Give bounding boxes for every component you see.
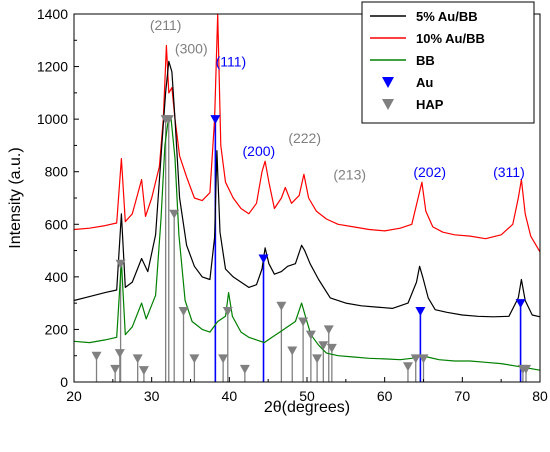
hap-marker-15 xyxy=(287,346,298,356)
legend-label: Au xyxy=(416,75,433,90)
y-tick-label: 400 xyxy=(45,269,69,285)
hap-marker-13 xyxy=(239,364,250,374)
legend-label: 10% Au/BB xyxy=(416,31,485,46)
y-tick-label: 0 xyxy=(60,374,68,390)
hap-marker-8 xyxy=(169,209,180,219)
au-marker-1 xyxy=(258,254,269,264)
x-tick-label: 50 xyxy=(299,388,315,404)
hap-marker-17 xyxy=(305,330,316,340)
hap-marker-23 xyxy=(410,354,421,364)
au-marker-3 xyxy=(515,299,526,309)
x-tick-label: 80 xyxy=(532,388,548,404)
legend-label: 5% Au/BB xyxy=(416,9,478,24)
y-tick-label: 800 xyxy=(45,164,69,180)
legend-marker-3 xyxy=(382,77,394,88)
hap-marker-1 xyxy=(110,364,121,374)
y-tick-label: 1200 xyxy=(37,59,68,75)
peak-label: (111) xyxy=(216,54,247,70)
hap-marker-22 xyxy=(402,362,413,372)
hap-marker-12 xyxy=(222,307,233,317)
y-tick-label: 1400 xyxy=(37,6,68,22)
peak-label: (311) xyxy=(493,164,525,180)
peak-label: (222) xyxy=(288,130,321,146)
peak-label: (200) xyxy=(243,143,276,159)
hap-marker-16 xyxy=(298,317,309,327)
hap-marker-26 xyxy=(521,364,532,374)
peak-label: (211) xyxy=(150,17,182,33)
peak-label: (300) xyxy=(175,40,208,56)
hap-marker-19 xyxy=(318,341,329,351)
hap-marker-2 xyxy=(114,349,125,359)
legend-marker-4 xyxy=(382,99,394,110)
x-tick-label: 70 xyxy=(455,388,471,404)
hap-marker-5 xyxy=(138,366,149,376)
x-tick-label: 30 xyxy=(144,388,160,404)
legend-label: HAP xyxy=(416,97,444,112)
au-marker-0 xyxy=(210,115,221,125)
y-tick-label: 1000 xyxy=(37,111,68,127)
hap-marker-18 xyxy=(312,354,323,364)
hap-marker-0 xyxy=(91,351,102,361)
hap-marker-21 xyxy=(326,343,337,353)
hap-marker-24 xyxy=(418,354,429,364)
series-line-10-au-bb xyxy=(73,13,541,253)
peak-label: (213) xyxy=(333,167,366,183)
hap-marker-4 xyxy=(132,354,143,364)
legend-label: BB xyxy=(416,53,435,68)
hap-marker-3 xyxy=(115,259,126,269)
hap-marker-9 xyxy=(178,307,189,317)
hap-marker-10 xyxy=(189,354,200,364)
y-tick-label: 600 xyxy=(45,216,69,232)
au-marker-2 xyxy=(415,307,426,317)
x-tick-label: 20 xyxy=(66,388,82,404)
x-tick-label: 40 xyxy=(222,388,238,404)
x-tick-label: 60 xyxy=(377,388,393,404)
x-axis-title: 2θ(degrees) xyxy=(264,399,350,416)
hap-marker-11 xyxy=(218,354,229,364)
y-axis-title: Intensity (a.u.) xyxy=(7,147,24,248)
peak-label: (202) xyxy=(413,164,446,180)
hap-marker-20 xyxy=(323,325,334,335)
y-tick-label: 200 xyxy=(45,321,69,337)
hap-marker-7 xyxy=(163,115,174,125)
hap-marker-14 xyxy=(276,301,287,311)
